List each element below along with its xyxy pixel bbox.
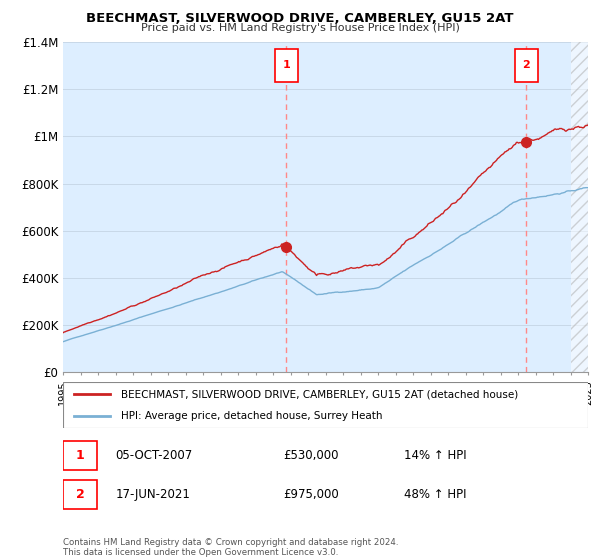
FancyBboxPatch shape	[63, 441, 97, 470]
Text: BEECHMAST, SILVERWOOD DRIVE, CAMBERLEY, GU15 2AT (detached house): BEECHMAST, SILVERWOOD DRIVE, CAMBERLEY, …	[121, 389, 518, 399]
Text: 17-JUN-2021: 17-JUN-2021	[115, 488, 190, 501]
Bar	[571, 42, 588, 372]
Text: 2: 2	[522, 60, 530, 70]
Text: 1: 1	[76, 449, 85, 462]
Text: £975,000: £975,000	[284, 488, 339, 501]
Text: 05-OCT-2007: 05-OCT-2007	[115, 449, 193, 462]
Text: Contains HM Land Registry data © Crown copyright and database right 2024.
This d: Contains HM Land Registry data © Crown c…	[63, 538, 398, 557]
Text: Price paid vs. HM Land Registry's House Price Index (HPI): Price paid vs. HM Land Registry's House …	[140, 23, 460, 33]
Text: HPI: Average price, detached house, Surrey Heath: HPI: Average price, detached house, Surr…	[121, 411, 382, 421]
FancyBboxPatch shape	[275, 49, 298, 82]
Text: 2: 2	[76, 488, 85, 501]
Text: BEECHMAST, SILVERWOOD DRIVE, CAMBERLEY, GU15 2AT: BEECHMAST, SILVERWOOD DRIVE, CAMBERLEY, …	[86, 12, 514, 25]
FancyBboxPatch shape	[63, 382, 588, 428]
FancyBboxPatch shape	[63, 480, 97, 509]
Text: 14% ↑ HPI: 14% ↑ HPI	[404, 449, 467, 462]
Text: £530,000: £530,000	[284, 449, 339, 462]
Text: 1: 1	[283, 60, 290, 70]
Text: 48% ↑ HPI: 48% ↑ HPI	[404, 488, 467, 501]
FancyBboxPatch shape	[515, 49, 538, 82]
